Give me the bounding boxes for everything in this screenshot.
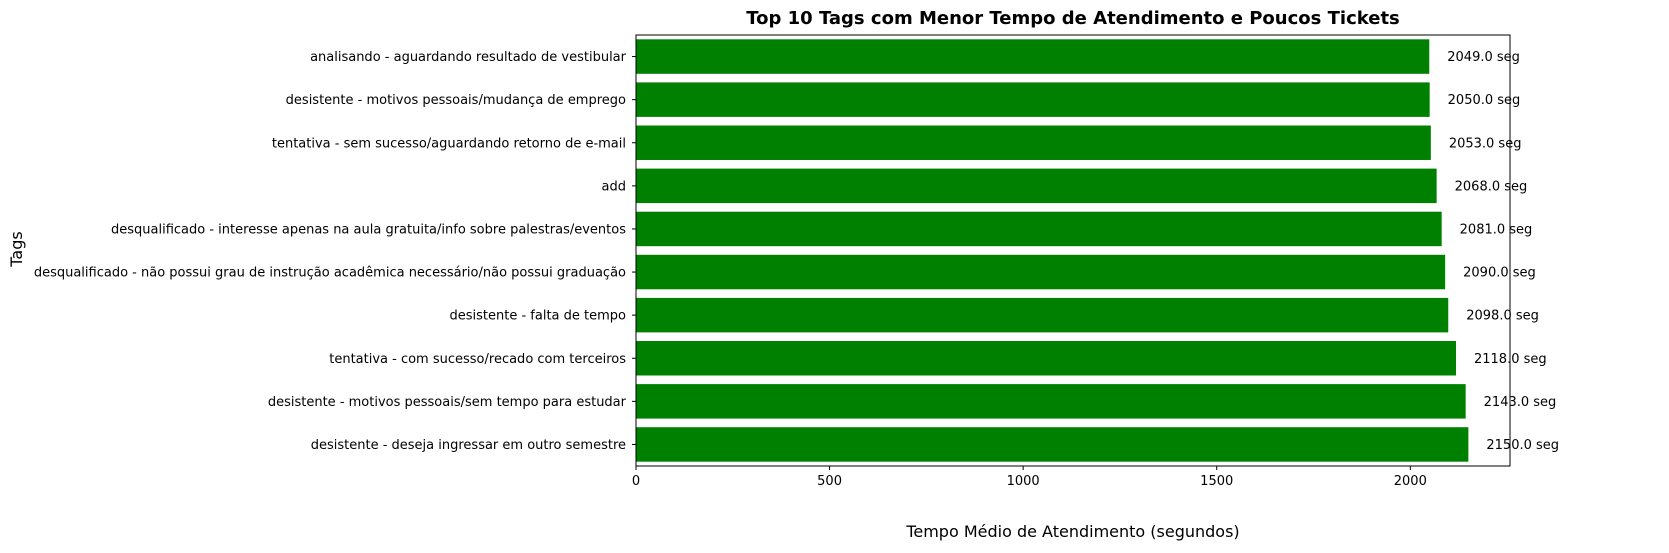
bar xyxy=(636,254,1446,290)
plot-area: 2049.0 seg 2050.0 seg 2053.0 seg 2068.0 seg… xyxy=(635,34,1559,467)
x-tick-label: 2000 xyxy=(1394,474,1427,489)
y-tick-label: analisando - aguardando resultado de ves… xyxy=(310,50,627,65)
bar xyxy=(636,341,1456,376)
y-tick-label: desqualificado - interesse apenas na aul… xyxy=(111,222,626,237)
plot-frame xyxy=(635,34,1511,467)
data-label: 2150.0 seg xyxy=(1486,438,1559,453)
x-tick-label: 500 xyxy=(817,474,842,489)
x-axis-title: Tempo Médio de Atendimento (segundos) xyxy=(905,522,1239,541)
y-axis-title: Tags xyxy=(7,231,26,267)
bar xyxy=(636,168,1437,204)
bar xyxy=(636,211,1442,247)
y-tick-label: tentativa - sem sucesso/aguardando retor… xyxy=(272,136,626,151)
bar xyxy=(636,82,1430,117)
bar xyxy=(636,39,1430,74)
y-axis: analisando - aguardando resultado de ves… xyxy=(34,50,636,453)
y-tick-label: tentativa - com sucesso/recado com terce… xyxy=(329,352,626,367)
bar xyxy=(636,384,1466,419)
data-label: 2053.0 seg xyxy=(1449,136,1522,151)
chart-title: Top 10 Tags com Menor Tempo de Atendimen… xyxy=(746,8,1400,29)
bar xyxy=(636,427,1469,462)
y-tick-label: desistente - deseja ingressar em outro s… xyxy=(311,438,626,453)
y-tick-label: add xyxy=(602,179,626,194)
data-label: 2143.0 seg xyxy=(1484,395,1557,410)
data-label: 2050.0 seg xyxy=(1448,93,1521,108)
data-label: 2068.0 seg xyxy=(1455,179,1528,194)
data-label: 2098.0 seg xyxy=(1466,309,1539,324)
bar xyxy=(636,297,1449,333)
x-tick-label: 0 xyxy=(632,474,640,489)
data-label: 2081.0 seg xyxy=(1460,222,1533,237)
x-tick-label: 1500 xyxy=(1200,474,1233,489)
x-tick-label: 1000 xyxy=(1007,474,1040,489)
data-label: 2049.0 seg xyxy=(1447,50,1520,65)
x-axis: 0 500 1000 1500 2000 xyxy=(632,466,1427,489)
y-tick-label: desistente - falta de tempo xyxy=(450,309,627,324)
y-tick-label: desistente - motivos pessoais/mudança de… xyxy=(286,93,626,108)
data-label: 2090.0 seg xyxy=(1463,266,1536,281)
y-tick-label: desistente - motivos pessoais/sem tempo … xyxy=(268,395,627,410)
y-tick-label: desqualificado - não possui grau de inst… xyxy=(34,266,626,281)
bar xyxy=(636,125,1431,160)
